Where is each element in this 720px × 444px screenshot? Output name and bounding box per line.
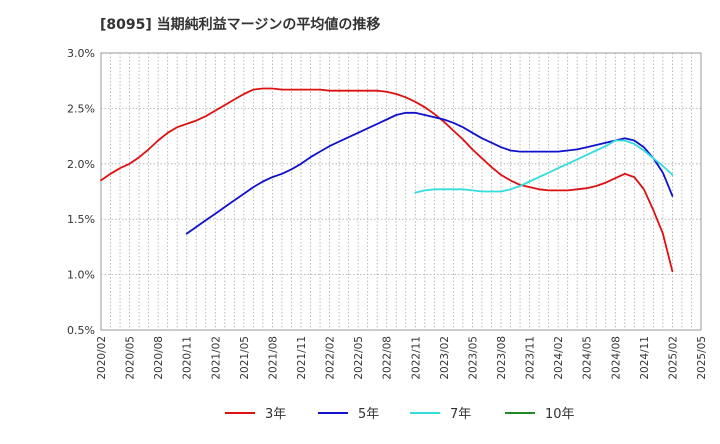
x-tick-label: 2025/05 (696, 336, 708, 380)
x-tick-label: 2022/02 (325, 336, 337, 380)
x-tick-label: 2022/11 (410, 336, 422, 380)
x-tick-label: 2023/02 (439, 336, 451, 380)
series-line-3年 (100, 87, 674, 273)
x-tick-label: 2020/05 (125, 336, 137, 380)
x-tick-label: 2021/08 (267, 336, 279, 380)
x-tick-label: 2024/05 (582, 336, 594, 380)
legend-label: 3年 (265, 407, 286, 422)
x-tick-label: 2021/02 (210, 336, 222, 380)
y-tick-label: 1.0% (67, 269, 95, 282)
x-tick-label: 2024/02 (553, 336, 565, 380)
x-tick-label: 2023/08 (496, 336, 508, 380)
x-tick-label: 2020/08 (153, 336, 165, 380)
x-tick-label: 2024/11 (639, 336, 651, 380)
y-tick-label: 2.5% (67, 102, 95, 115)
chart-title: [8095] 当期純利益マージンの平均値の推移 (100, 17, 381, 33)
x-tick-label: 2020/02 (96, 336, 108, 380)
legend-label: 5年 (358, 407, 379, 422)
y-tick-label: 0.5% (67, 324, 95, 337)
x-tick-label: 2025/02 (667, 336, 679, 380)
legend-label: 10年 (545, 407, 575, 422)
series-line-7年 (414, 139, 674, 194)
x-tick-label: 2022/05 (353, 336, 365, 380)
y-tick-label: 2.0% (67, 158, 95, 171)
legend-label: 7年 (450, 407, 471, 422)
plot-area (100, 52, 702, 331)
x-tick-label: 2021/11 (296, 336, 308, 380)
x-tick-label: 2024/08 (610, 336, 622, 380)
x-tick-label: 2020/11 (182, 336, 194, 380)
y-tick-label: 3.0% (67, 47, 95, 60)
y-tick-label: 1.5% (67, 213, 95, 226)
x-tick-label: 2021/05 (239, 336, 251, 380)
x-tick-label: 2023/11 (525, 336, 537, 380)
x-tick-label: 2022/08 (382, 336, 394, 380)
x-tick-label: 2023/05 (467, 336, 479, 380)
series-line-5年 (185, 111, 674, 235)
